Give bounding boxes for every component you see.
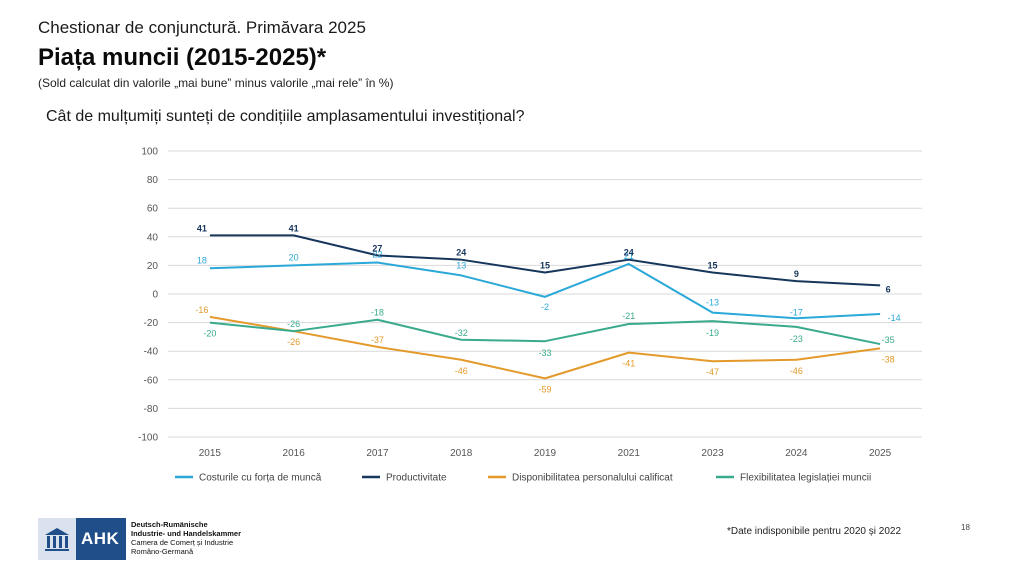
y-tick-label: 100 [141,147,158,158]
building-emblem-icon [38,518,76,560]
data-label: 41 [197,223,207,233]
data-label: 22 [372,250,382,260]
data-label: -16 [195,305,208,315]
data-label: -14 [888,313,901,323]
series-line [209,315,881,380]
data-label: -38 [882,354,895,364]
logo-line: Camera de Comerț și Industrie [131,538,234,547]
data-label: -19 [706,328,719,338]
data-label: -17 [790,307,803,317]
x-tick-label: 2016 [283,448,306,459]
y-tick-label: -60 [144,375,159,386]
series-line [209,234,881,287]
data-label: -26 [287,319,300,329]
series-line [209,318,881,346]
data-label: -26 [287,337,300,347]
x-tick-label: 2023 [701,448,724,459]
data-label: -47 [706,367,719,377]
data-label: 41 [289,223,299,233]
data-label: 15 [708,261,718,271]
page-title: Piața muncii (2015-2025)* [38,44,327,71]
y-tick-label: 20 [147,261,159,272]
data-label: -46 [790,366,803,376]
data-label: 6 [886,284,891,294]
data-label: -46 [455,366,468,376]
data-label: -37 [371,335,384,345]
data-label: 21 [624,251,634,261]
x-tick-label: 2025 [869,448,892,459]
data-label: -59 [538,384,551,394]
chart-question: Cât de mulțumiți sunteți de condițiile a… [46,108,525,125]
y-tick-label: -40 [144,347,159,358]
y-tick-label: 0 [152,290,158,301]
logo-text: Deutsch-Rumänische Industrie- und Handel… [131,520,241,556]
legend-label: Flexibilitatea legislației muncii [740,473,871,484]
y-tick-label: 60 [147,204,159,215]
data-label: 13 [456,260,466,270]
data-label: -21 [622,311,635,321]
data-label: 20 [289,252,299,262]
data-label: -20 [203,329,216,339]
x-tick-label: 2021 [618,448,641,459]
data-label: 27 [372,243,382,253]
x-tick-label: 2024 [785,448,808,459]
data-label: 24 [624,248,634,258]
data-label: -32 [455,328,468,338]
y-tick-label: -80 [144,404,159,415]
data-label: 18 [197,255,207,265]
y-tick-label: -20 [144,318,159,329]
logo-line: Deutsch-Rumänische [131,520,208,529]
logo-wordmark: AHK [81,529,120,548]
footnote: *Date indisponibile pentru 2020 și 2022 [727,526,902,537]
y-tick-label: 40 [147,232,159,243]
data-label: 24 [456,248,466,258]
x-tick-label: 2015 [199,448,222,459]
data-label: 9 [794,269,799,279]
logo-line: Industrie- und Handelskammer [131,529,242,538]
data-label: -35 [882,335,895,345]
data-label: -23 [790,334,803,344]
x-tick-label: 2018 [450,448,473,459]
x-tick-label: 2019 [534,448,557,459]
x-tick-label: 2017 [366,448,389,459]
data-label: 15 [540,261,550,271]
y-tick-label: -100 [138,433,158,444]
y-tick-label: 80 [147,175,159,186]
page-subtitle: (Sold calculat din valorile „mai bune” m… [38,76,394,90]
page-number: 18 [961,523,970,532]
legend-label: Costurile cu forța de muncă [199,473,322,484]
series-line [209,261,881,320]
ahk-logo: AHK [38,518,126,560]
legend-label: Productivitate [386,473,447,484]
data-label: -33 [538,348,551,358]
data-label: -13 [706,298,719,308]
data-label: -18 [371,308,384,318]
supertitle: Chestionar de conjunctură. Primăvara 202… [38,18,366,37]
legend-label: Disponibilitatea personalului calificat [512,473,673,484]
data-label: -2 [541,302,549,312]
data-label: -41 [622,359,635,369]
logo-line: Româno-Germană [131,547,194,556]
